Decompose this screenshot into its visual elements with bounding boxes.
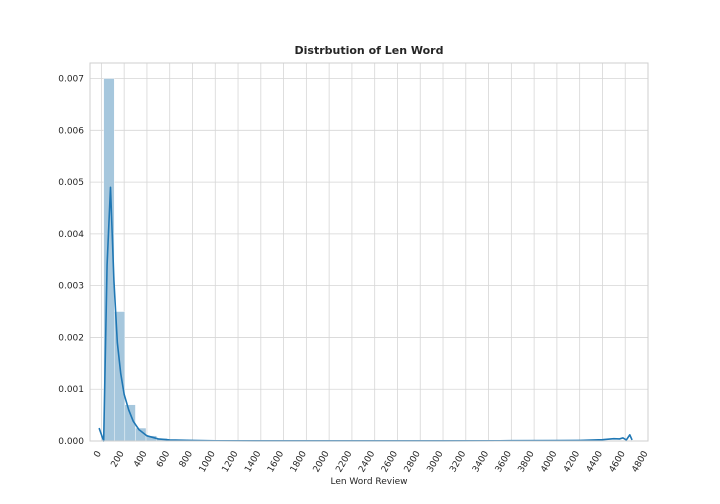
x-tick-label: 2000 — [312, 449, 332, 474]
x-tick-label: 1000 — [198, 449, 218, 474]
x-tick-label: 400 — [132, 449, 149, 469]
y-tick-label: 0.004 — [58, 230, 84, 240]
y-tick-label: 0.002 — [58, 333, 84, 343]
plot-frame — [89, 62, 649, 442]
x-tick-label: 600 — [155, 449, 172, 469]
x-tick-label: 2400 — [357, 449, 377, 474]
x-tick-label: 800 — [178, 449, 195, 469]
y-tick-label: 0.000 — [58, 437, 84, 447]
x-tick-label: 4400 — [585, 449, 605, 474]
x-tick-label: 4000 — [539, 449, 559, 474]
x-tick-label: 3800 — [517, 449, 537, 474]
x-tick-label: 0 — [92, 449, 104, 459]
x-tick-label: 2800 — [403, 449, 423, 474]
y-tick-label: 0.006 — [58, 126, 84, 136]
x-tick-label: 2200 — [334, 449, 354, 474]
histogram-bar — [114, 311, 126, 442]
y-tick-label: 0.005 — [58, 178, 84, 188]
x-tick-label: 3000 — [426, 449, 446, 474]
x-tick-labels: 0 200 400 600 800 1000 1200 1400 1600 1800 2000 220… — [92, 449, 650, 474]
kde-line — [98, 186, 633, 442]
x-tick-label: 1200 — [221, 449, 241, 474]
x-tick-label: 200 — [110, 449, 127, 469]
x-axis-label: Len Word Review — [330, 477, 407, 487]
x-tick-label: 1600 — [266, 449, 286, 474]
kde-curve-layer — [98, 186, 633, 442]
x-tick-label: 3400 — [471, 449, 491, 474]
x-tick-label: 4800 — [630, 449, 650, 474]
histogram-bars — [103, 78, 634, 442]
x-tick-label: 3200 — [448, 449, 468, 474]
x-tick-label: 4200 — [562, 449, 582, 474]
chart-title: Distrbution of Len Word — [295, 44, 444, 57]
y-tick-label: 0.001 — [58, 385, 84, 395]
x-tick-label: 2600 — [380, 449, 400, 474]
x-tick-label: 3600 — [494, 449, 514, 474]
y-tick-label: 0.007 — [58, 75, 84, 85]
x-tick-label: 1800 — [289, 449, 309, 474]
x-tick-label: 4600 — [608, 449, 628, 474]
x-tick-label: 1400 — [243, 449, 263, 474]
grid-layer — [90, 63, 649, 442]
y-tick-labels: 0.000 0.001 0.002 0.003 0.004 0.005 0.006 0.007 — [58, 75, 84, 447]
y-tick-label: 0.003 — [58, 282, 84, 292]
